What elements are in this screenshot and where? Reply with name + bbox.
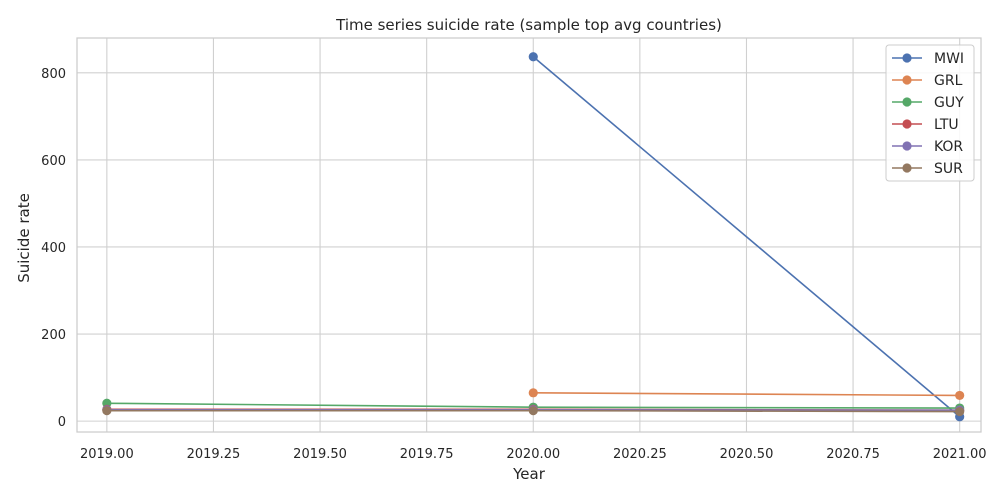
data-point-grl: [955, 390, 965, 401]
y-axis-label: Suicide rate: [15, 193, 33, 283]
data-point-mwi: [528, 52, 538, 62]
legend-item-ltu: LTU: [892, 117, 959, 133]
x-tick-label: 2019.50: [293, 447, 347, 462]
legend-marker: [902, 75, 912, 85]
legend-item-mwi: MWI: [892, 51, 964, 67]
legend-label: GUY: [934, 95, 964, 111]
legend-marker: [902, 119, 912, 129]
data-point-grl: [528, 388, 538, 398]
data-point-sur: [102, 406, 112, 416]
legend-item-sur: SUR: [892, 161, 963, 177]
legend-label: GRL: [934, 73, 963, 89]
legend-label: LTU: [934, 117, 959, 133]
plot-frame: [76, 37, 982, 433]
chart-title: Time series suicide rate (sample top avg…: [335, 16, 722, 34]
grid: [77, 38, 981, 432]
legend-marker: [902, 97, 912, 107]
x-tick-label: 2019.75: [400, 447, 454, 462]
series-line-mwi: [532, 56, 961, 418]
legend-label: MWI: [934, 51, 964, 67]
x-tick-label: 2020.25: [613, 447, 667, 462]
y-tick-label: 400: [41, 241, 66, 256]
legend-item-kor: KOR: [892, 139, 963, 155]
x-tick-label: 2020.50: [720, 447, 774, 462]
series-layer: [102, 52, 965, 422]
x-tick-label: 2020.00: [506, 447, 560, 462]
x-tick-label: 2019.00: [80, 447, 134, 462]
legend-label: KOR: [934, 139, 963, 155]
series-sur: [102, 406, 965, 417]
x-axis-label: Year: [512, 465, 546, 483]
x-tick-label: 2020.75: [826, 447, 880, 462]
legend-item-guy: GUY: [892, 95, 964, 111]
y-tick-label: 0: [58, 415, 66, 430]
y-tick-label: 600: [41, 154, 66, 169]
series-line-grl: [533, 392, 960, 397]
tick-labels: 2019.00 2019.25 2019.50 2019.75 2020.00 2020.…: [41, 67, 986, 462]
legend-item-grl: GRL: [892, 73, 963, 89]
data-point-sur: [528, 406, 538, 416]
data-point-sur: [955, 406, 965, 417]
x-tick-label: 2019.25: [187, 447, 241, 462]
legend-label: SUR: [934, 161, 963, 177]
legend-marker: [902, 141, 912, 151]
series-grl: [528, 388, 965, 401]
legend-marker: [902, 163, 912, 173]
y-tick-label: 800: [41, 67, 66, 82]
legend: MWI GRL GUY LTU KOR SUR: [885, 44, 975, 182]
y-tick-label: 200: [41, 328, 66, 343]
x-tick-label: 2021.00: [933, 447, 987, 462]
legend-marker: [902, 53, 912, 63]
